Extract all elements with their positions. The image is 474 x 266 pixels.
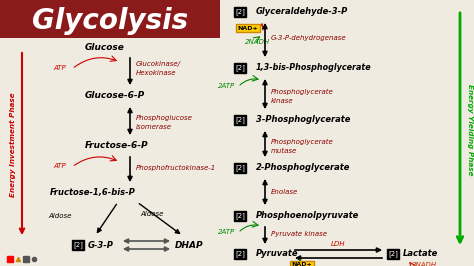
Text: Fructose-1,6-bis-P: Fructose-1,6-bis-P (50, 189, 136, 197)
Text: Enolase: Enolase (271, 189, 298, 195)
Text: 2ATP: 2ATP (218, 83, 235, 89)
Text: ATP: ATP (54, 65, 66, 71)
Text: [2]: [2] (235, 165, 245, 171)
Text: 2NADH: 2NADH (412, 262, 437, 266)
Text: G-3-P-dehydrogenase: G-3-P-dehydrogenase (271, 35, 346, 41)
Text: Energy Yielding Phase: Energy Yielding Phase (467, 84, 473, 176)
Text: isomerase: isomerase (136, 124, 172, 130)
Text: Aldose: Aldose (48, 213, 72, 219)
Text: Pyruvate: Pyruvate (256, 250, 299, 259)
Text: LDH: LDH (331, 241, 345, 247)
Text: Aldose: Aldose (140, 211, 164, 217)
Text: kinase: kinase (271, 98, 293, 104)
Text: Glycolysis: Glycolysis (32, 7, 188, 35)
Text: mutase: mutase (271, 148, 297, 154)
Text: Phosphofructokinase-1: Phosphofructokinase-1 (136, 165, 216, 171)
Text: NAD+: NAD+ (237, 26, 258, 31)
Text: Energy Investment Phase: Energy Investment Phase (10, 93, 16, 197)
Text: Phosphoglycerate: Phosphoglycerate (271, 89, 334, 95)
Text: DHAP: DHAP (175, 240, 204, 250)
Text: Glyceraldehyde-3-P: Glyceraldehyde-3-P (256, 7, 348, 16)
Text: [2]: [2] (235, 213, 245, 219)
Text: Phosphoglycerate: Phosphoglycerate (271, 139, 334, 145)
Text: Glucose: Glucose (85, 44, 125, 52)
FancyBboxPatch shape (0, 0, 220, 38)
Text: [2]: [2] (235, 251, 245, 257)
Text: NAD+: NAD+ (292, 263, 312, 266)
Text: Lactate: Lactate (403, 250, 438, 259)
Text: 2ATP: 2ATP (218, 229, 235, 235)
Text: Hexokinase: Hexokinase (136, 70, 176, 76)
Text: Pyruvate kinase: Pyruvate kinase (271, 231, 327, 237)
Text: 1,3-bis-Phosphoglycerate: 1,3-bis-Phosphoglycerate (256, 64, 372, 73)
Text: [2]: [2] (235, 9, 245, 15)
Text: [2]: [2] (235, 65, 245, 71)
Text: Phosphoenolpyruvate: Phosphoenolpyruvate (256, 211, 359, 221)
Text: Phosphoglucose: Phosphoglucose (136, 115, 193, 121)
Text: [2]: [2] (235, 117, 245, 123)
Text: 2NADH: 2NADH (245, 39, 270, 45)
Text: 3-Phosphoglycerate: 3-Phosphoglycerate (256, 115, 350, 124)
Text: Glucose-6-P: Glucose-6-P (85, 92, 145, 101)
Text: Glucokinase/: Glucokinase/ (136, 61, 181, 67)
Text: G-3-P: G-3-P (88, 240, 114, 250)
Text: Fructose-6-P: Fructose-6-P (85, 142, 149, 151)
Text: [2]: [2] (388, 251, 398, 257)
Text: 2-Phosphoglycerate: 2-Phosphoglycerate (256, 164, 350, 172)
Text: ATP: ATP (54, 163, 66, 169)
Text: [2]: [2] (73, 242, 83, 248)
